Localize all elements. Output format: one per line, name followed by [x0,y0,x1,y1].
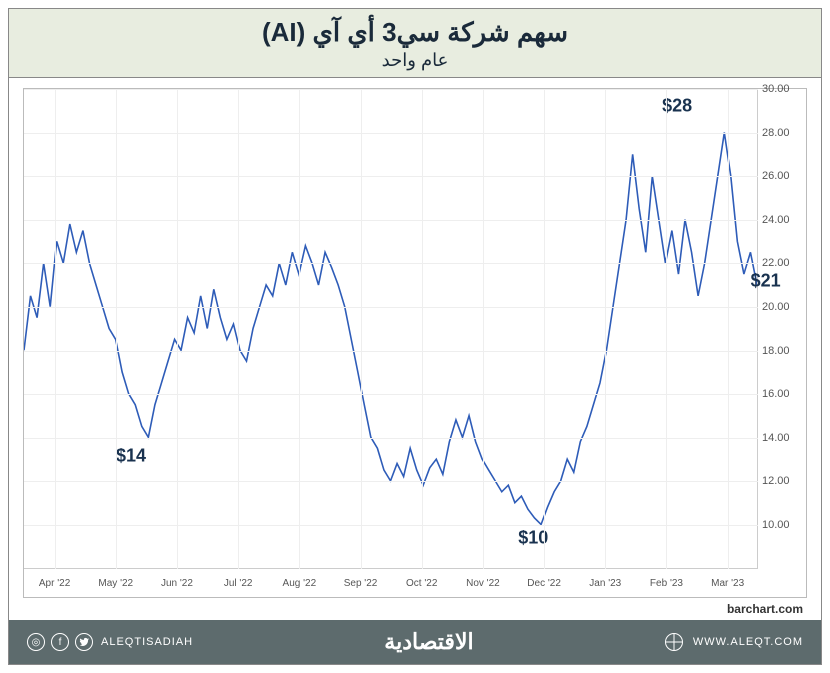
ytick-label: 28.00 [762,127,802,139]
ytick-label: 30.00 [762,83,802,95]
ytick-label: 22.00 [762,257,802,269]
ytick-label: 10.00 [762,519,802,531]
price-annotation: $21 [751,271,781,292]
site-url[interactable]: WWW.ALEQT.COM [693,636,803,648]
header: سهم شركة سي3 أي آي (AI) عام واحد [9,9,821,78]
card: سهم شركة سي3 أي آي (AI) عام واحد $28$21$… [8,8,822,665]
grid-line-v [299,89,300,569]
grid-line-h [24,263,758,264]
grid-line-h [24,438,758,439]
price-annotation: $14 [116,446,146,467]
facebook-icon[interactable]: f [51,633,69,651]
chart-box: $28$21$10$14 10.00 12.00 14.00 16.00 18.00 20… [23,88,807,598]
grid-line-v [361,89,362,569]
source-strip: barchart.com [9,602,821,620]
xtick-label: Aug '22 [283,578,317,589]
grid-line-h [24,89,758,90]
footer: ◎ f ALEQTISADIAH الاقتصادية WWW.ALEQT.CO… [9,620,821,664]
xtick-label: May '22 [98,578,133,589]
brand-logo: الاقتصادية [384,629,473,655]
grid-line-h [24,351,758,352]
grid-line-v [605,89,606,569]
xtick-label: Dec '22 [527,578,561,589]
chart-title: سهم شركة سي3 أي آي (AI) [9,17,821,48]
grid-line-h [24,133,758,134]
twitter-icon[interactable] [75,633,93,651]
footer-left: ◎ f ALEQTISADIAH [27,633,193,651]
ytick-label: 20.00 [762,301,802,313]
xtick-label: Apr '22 [39,578,70,589]
grid-line-h [24,220,758,221]
ytick-label: 16.00 [762,388,802,400]
ytick-label: 26.00 [762,170,802,182]
xtick-label: Sep '22 [344,578,378,589]
xtick-label: Jun '22 [161,578,193,589]
chart-source: barchart.com [727,602,803,616]
grid-line-v [728,89,729,569]
grid-line-h [24,176,758,177]
xtick-label: Mar '23 [711,578,744,589]
social-icons: ◎ f [27,633,93,651]
grid-line-v [666,89,667,569]
plot-area: $28$21$10$14 [24,89,758,569]
grid-line-v [544,89,545,569]
ytick-label: 18.00 [762,345,802,357]
chart-subtitle: عام واحد [9,50,821,71]
grid-line-h [24,307,758,308]
ytick-label: 12.00 [762,475,802,487]
grid-line-v [483,89,484,569]
grid-line-h [24,481,758,482]
social-handle: ALEQTISADIAH [101,636,193,648]
ytick-label: 24.00 [762,214,802,226]
grid-line-v [422,89,423,569]
globe-icon [665,633,683,651]
ytick-label: 14.00 [762,432,802,444]
instagram-icon[interactable]: ◎ [27,633,45,651]
grid-line-h [24,525,758,526]
footer-right: WWW.ALEQT.COM [665,633,803,651]
grid-line-v [177,89,178,569]
grid-line-v [238,89,239,569]
xtick-label: Oct '22 [406,578,437,589]
grid-line-v [116,89,117,569]
grid-line-h [24,394,758,395]
grid-line-v [55,89,56,569]
xtick-label: Nov '22 [466,578,500,589]
chart-container: $28$21$10$14 10.00 12.00 14.00 16.00 18.00 20… [9,78,821,602]
xtick-label: Jul '22 [224,578,253,589]
price-line [24,89,757,568]
xtick-label: Feb '23 [650,578,683,589]
xtick-label: Jan '23 [589,578,621,589]
